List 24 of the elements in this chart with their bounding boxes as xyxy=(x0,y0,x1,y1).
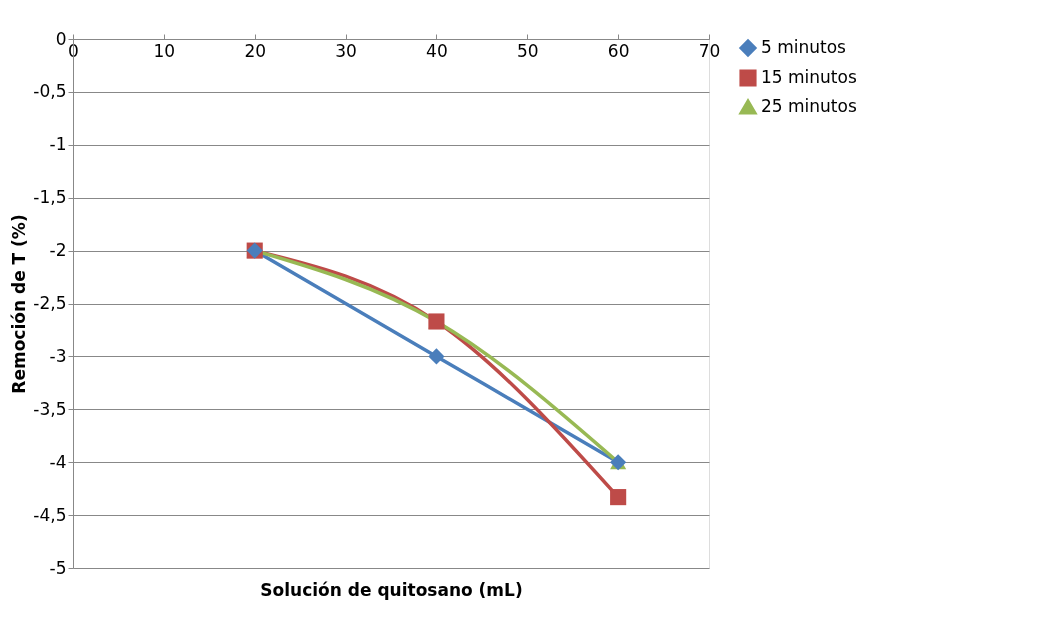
x-tick-label: 70 xyxy=(698,40,721,61)
y-tick-label: -2 xyxy=(49,240,67,261)
legend-label: 5 minutos xyxy=(761,37,847,57)
y-tick-label: -4 xyxy=(49,451,67,472)
legend-label: 15 minutos xyxy=(761,67,857,87)
x-axis-title: Solución de quitosano (mL) xyxy=(260,579,523,600)
x-tick-label: 60 xyxy=(607,40,630,61)
x-tick-label: 30 xyxy=(335,40,357,61)
y-tick-label: -1,5 xyxy=(33,187,67,208)
x-tick-label: 50 xyxy=(516,40,539,61)
y-tick-label: -1 xyxy=(49,134,67,155)
y-tick-label: -0,5 xyxy=(33,81,67,102)
legend-label: 25 minutos xyxy=(761,96,857,116)
x-tick-label: 10 xyxy=(153,40,176,61)
point xyxy=(610,489,627,506)
y-tick-label: -5 xyxy=(49,557,67,578)
y-tick-label: -3,5 xyxy=(33,398,67,419)
point xyxy=(428,348,445,365)
y-tick-label: -3 xyxy=(49,345,67,366)
y-tick-label: -2,5 xyxy=(33,293,67,313)
y-tick-label: -4,5 xyxy=(33,504,67,525)
x-tick-label: 20 xyxy=(244,40,267,61)
x-tick-label: 40 xyxy=(426,40,448,61)
y-axis-title: Remoción de T (%) xyxy=(9,214,30,394)
